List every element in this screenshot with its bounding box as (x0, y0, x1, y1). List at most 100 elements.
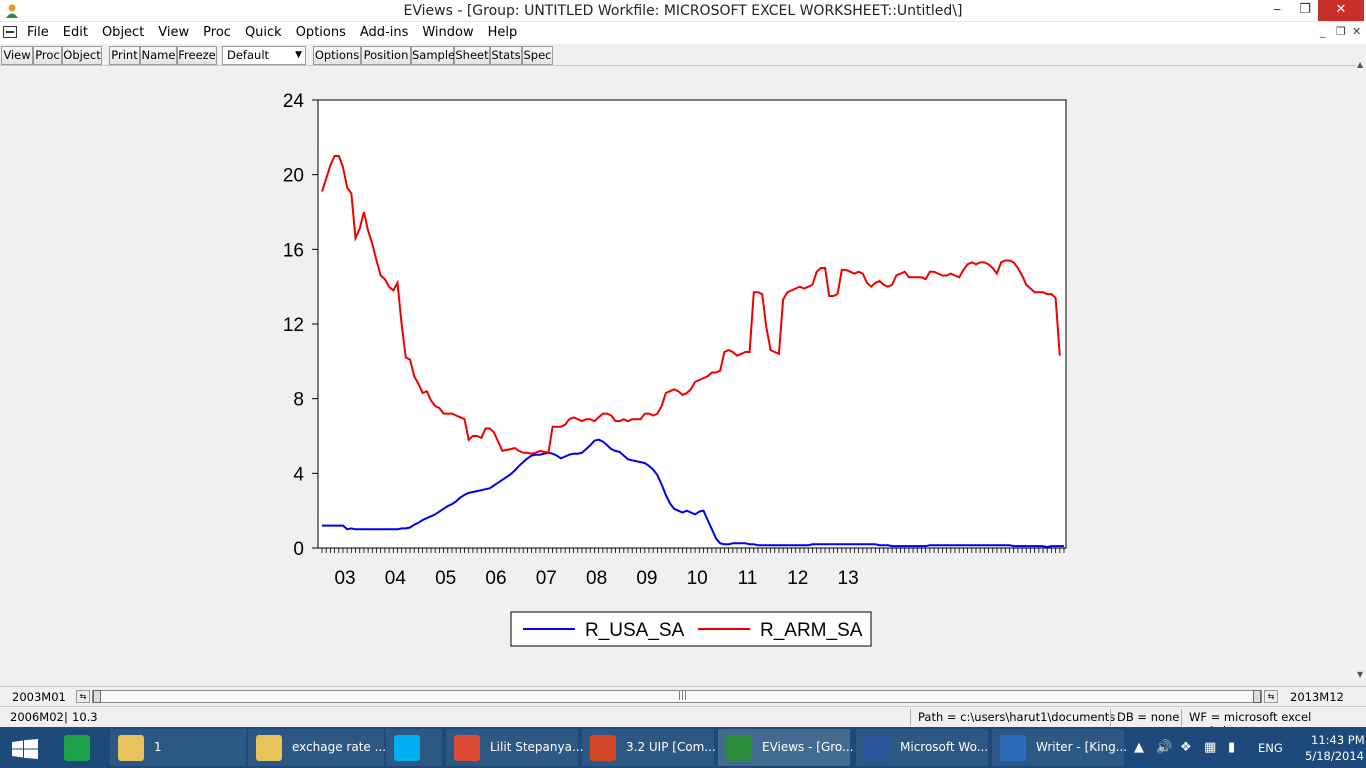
graph-view[interactable]: 0 4 8 12 16 20 24 03 04 05 06 07 08 09 10 11 12 13 R_USA_S… (0, 66, 1356, 686)
sample-scroll-track[interactable]: ||| (92, 690, 1262, 703)
x-tick-label: 11 (738, 568, 758, 589)
graph-template-value: Default (227, 48, 270, 62)
scroll-down-icon[interactable]: ▼ (1357, 670, 1364, 679)
taskbar-item-label: Writer - [King... (1036, 740, 1128, 754)
menu-item-quick[interactable]: Quick (244, 25, 282, 40)
grip-icon: ||| (678, 691, 688, 701)
status-value: 10.3 (72, 710, 98, 724)
scroll-right-button[interactable]: ⇆ (1264, 690, 1278, 703)
y-tick-label: 12 (283, 315, 304, 336)
taskbar-item-eviews[interactable]: EViews - [Gro... (718, 729, 854, 766)
window-title: EViews - [Group: UNTITLED Workfile: MICR… (403, 3, 963, 19)
clock-date[interactable]: 5/18/2014 (1305, 749, 1364, 763)
toolbar-options-button[interactable]: Options (313, 46, 361, 65)
toolbar-name-button[interactable]: Name (140, 46, 177, 65)
toolbar-spec-button[interactable]: Spec (522, 46, 553, 65)
toolbar-sample-button[interactable]: Sample (411, 46, 455, 65)
graph-template-select[interactable]: Default ▼ (222, 46, 306, 65)
status-db: DB = none (1117, 710, 1180, 724)
y-tick-label: 0 (293, 539, 304, 560)
menu-item-addins[interactable]: Add-ins (359, 25, 409, 40)
x-tick-label: 09 (636, 568, 657, 589)
toolbar-position-button[interactable]: Position (361, 46, 411, 65)
eviews-icon (726, 735, 752, 761)
menu-item-edit[interactable]: Edit (62, 25, 88, 40)
vertical-scrollbar[interactable]: ▲ ▼ (1356, 44, 1366, 684)
windows-logo-icon (12, 739, 38, 759)
sample-start-handle[interactable] (93, 690, 101, 703)
taskbar-item-powerpoint[interactable]: 3.2 UIP [Com... (582, 729, 716, 766)
series-line-r-arm-sa (321, 155, 1061, 455)
menu-item-proc[interactable]: Proc (203, 25, 231, 40)
scroll-left-button[interactable]: ⇆ (76, 690, 90, 703)
taskbar: 1 exchage rate ... Lilit Stepanya... 3.2 UI… (0, 727, 1366, 768)
menu-bar: File Edit Object View Proc Quick Options Add-in… (0, 22, 1366, 44)
y-tick-label: 16 (283, 240, 304, 261)
toolbar-sheet-button[interactable]: Sheet (454, 46, 490, 65)
folder-icon (118, 735, 144, 761)
menu-item-file[interactable]: File (27, 25, 49, 40)
clock-time[interactable]: 11:43 PM (1311, 733, 1365, 747)
tray-expand-icon[interactable]: ▲ (1134, 740, 1144, 755)
x-tick-label: 04 (385, 568, 407, 589)
mdi-minimize-button[interactable]: _ (1320, 25, 1326, 38)
taskbar-item-label: EViews - [Gro... (762, 740, 854, 754)
menu-item-options[interactable]: Options (295, 25, 346, 40)
taskbar-item-writer[interactable]: Writer - [King... (992, 729, 1128, 766)
y-tick-label: 4 (293, 464, 304, 485)
sample-scrollbar: 2003M01 ⇆ ||| ⇆ 2013M12 (0, 686, 1366, 706)
x-tick-label: 08 (586, 568, 607, 589)
x-tick-label: 10 (687, 568, 708, 589)
toolbar-freeze-button[interactable]: Freeze (177, 46, 217, 65)
close-button[interactable]: ✕ (1318, 0, 1364, 21)
taskbar-item-folder[interactable]: 1 (110, 729, 246, 766)
taskbar-item-label: 3.2 UIP [Com... (626, 740, 716, 754)
sample-end-handle[interactable] (1253, 690, 1261, 703)
status-cell: 2006M02 (10, 710, 64, 724)
x-tick-label: 05 (435, 568, 456, 589)
status-path: Path = c:\users\harut1\documents (918, 710, 1116, 724)
toolbar-print-button[interactable]: Print (109, 46, 140, 65)
eviews-app-icon[interactable] (4, 3, 20, 19)
x-tick-label: 03 (334, 568, 355, 589)
minimize-button[interactable]: ‒ (1272, 2, 1282, 17)
sample-end-label: 2013M12 (1290, 690, 1344, 704)
x-tick-label: 06 (485, 568, 506, 589)
taskbar-item-word[interactable]: Microsoft Wo... (856, 729, 988, 766)
store-button[interactable] (56, 729, 104, 766)
restore-button[interactable]: ❐ (1299, 2, 1311, 17)
network-icon[interactable]: ▦ (1204, 740, 1217, 755)
toolbar-proc-button[interactable]: Proc (33, 46, 62, 65)
series-line-r-usa-sa (322, 438, 1064, 549)
dropbox-icon[interactable]: ❖ (1180, 740, 1192, 755)
system-tray: ▲ 🔊 ❖ ▦ ▮ ENG 11:43 PM 5/18/2014 (1130, 727, 1366, 768)
taskbar-item-label: 1 (154, 740, 162, 754)
language-indicator[interactable]: ENG (1258, 741, 1283, 755)
menu-item-object[interactable]: Object (101, 25, 145, 40)
mdi-restore-button[interactable]: ❐ (1336, 25, 1346, 38)
folder-icon (256, 735, 282, 761)
taskbar-item-folder[interactable]: exchage rate ... (248, 729, 386, 766)
mdi-close-button[interactable]: ✕ (1352, 25, 1362, 38)
toolbar-view-button[interactable]: View (1, 46, 33, 65)
taskbar-item-label: Lilit Stepanya... (490, 740, 584, 754)
x-tick-label: 07 (536, 568, 557, 589)
toolbar-object-button[interactable]: Object (62, 46, 102, 65)
toolbar-stats-button[interactable]: Stats (490, 46, 522, 65)
menu-item-help[interactable]: Help (487, 25, 518, 40)
system-menu-icon[interactable] (3, 26, 17, 38)
volume-icon[interactable]: 🔊 (1156, 740, 1173, 755)
taskbar-item-chrome[interactable]: Lilit Stepanya... (446, 729, 583, 766)
y-tick-label: 8 (293, 390, 304, 411)
menu-item-view[interactable]: View (158, 25, 190, 40)
x-tick-label: 13 (838, 568, 859, 589)
start-button[interactable] (0, 729, 50, 766)
scroll-up-icon[interactable]: ▲ (1357, 60, 1364, 69)
y-tick-label: 20 (283, 166, 304, 187)
legend-label: R_USA_SA (585, 620, 685, 641)
taskbar-item-skype[interactable] (386, 729, 442, 766)
battery-icon[interactable]: ▮ (1228, 740, 1236, 755)
menu-item-window[interactable]: Window (422, 25, 474, 40)
store-icon (64, 735, 90, 761)
